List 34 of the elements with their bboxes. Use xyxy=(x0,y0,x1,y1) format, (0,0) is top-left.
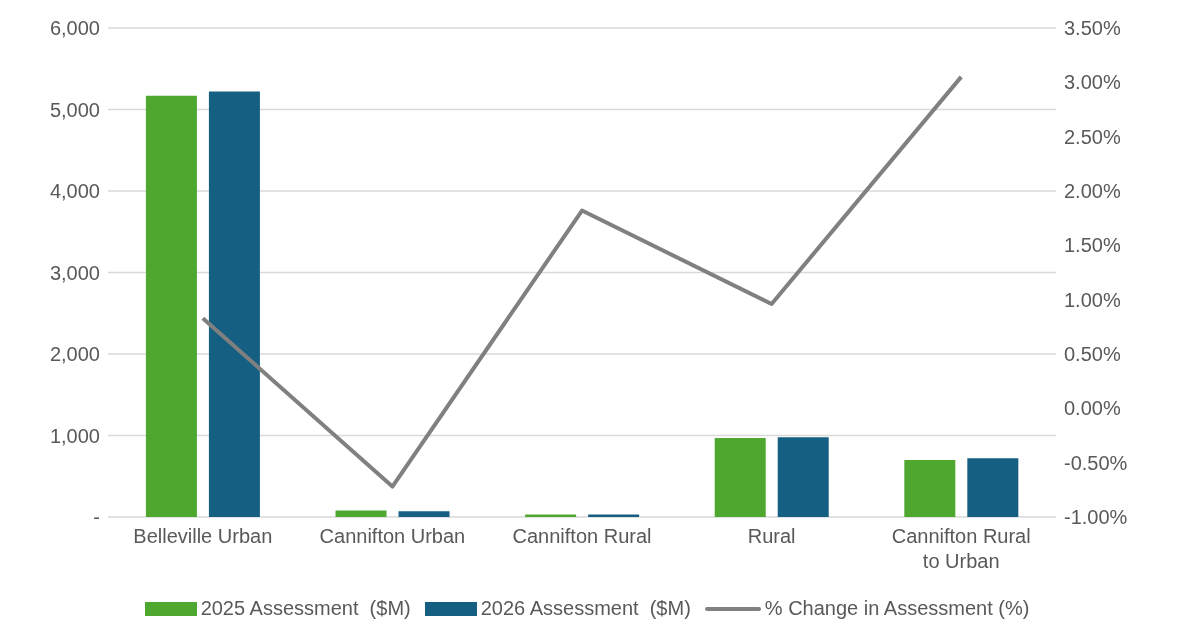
y-tick-label: 2,000 xyxy=(49,343,100,366)
y2-tick-label: 2.50% xyxy=(1064,125,1121,148)
bar xyxy=(398,511,450,517)
x-tick-label: Cannifton Rural to Urban xyxy=(891,525,1031,572)
y-tick-label: 1,000 xyxy=(49,424,100,447)
bar xyxy=(714,437,766,517)
bar xyxy=(777,437,829,517)
y2-tick-label: 3.50% xyxy=(1064,17,1121,40)
bar xyxy=(904,459,956,517)
x-tick-label: Cannifton Urban xyxy=(319,525,466,547)
y2-tick-label: 2.00% xyxy=(1064,180,1121,203)
y-tick-label: 6,000 xyxy=(49,17,100,40)
x-tick-label: Rural xyxy=(747,525,796,547)
y2-tick-label: 1.00% xyxy=(1064,288,1121,311)
x-tick-label: Belleville Urban xyxy=(133,525,273,547)
y2-tick-label: 0.00% xyxy=(1064,397,1121,420)
y-tick-label: 4,000 xyxy=(49,180,100,203)
legend-label: % Change in Assessment (%) xyxy=(764,597,1030,620)
legend-label: 2026 Assessment ($M) xyxy=(480,597,691,620)
bar xyxy=(967,458,1019,517)
bar xyxy=(335,510,387,517)
y2-tick-label: 0.50% xyxy=(1064,343,1121,366)
bar xyxy=(208,91,260,517)
y-tick-label: 3,000 xyxy=(49,261,100,284)
legend-label: 2025 Assessment ($M) xyxy=(200,597,411,620)
y2-tick-label: -0.50% xyxy=(1064,451,1128,474)
y2-tick-label: 1.50% xyxy=(1064,234,1121,257)
y2-tick-label: -1.00% xyxy=(1064,506,1128,529)
y2-tick-label: 3.00% xyxy=(1064,71,1121,94)
line-series xyxy=(200,74,964,489)
x-tick-label: Cannifton Rural xyxy=(512,525,652,547)
y-tick-label: - xyxy=(93,506,100,529)
bar xyxy=(145,95,197,517)
y-tick-label: 5,000 xyxy=(49,98,100,121)
